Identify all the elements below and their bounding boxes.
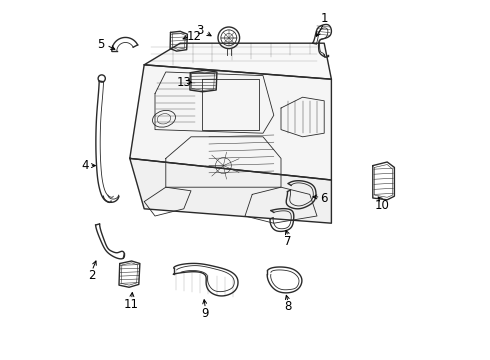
Text: 4: 4 [81, 159, 89, 172]
Text: 5: 5 [98, 39, 105, 51]
Text: 12: 12 [187, 30, 202, 42]
Text: 11: 11 [124, 298, 139, 311]
Text: 6: 6 [320, 192, 328, 204]
Polygon shape [130, 65, 331, 180]
Text: 13: 13 [176, 76, 191, 89]
Text: 1: 1 [320, 12, 328, 24]
Polygon shape [144, 43, 331, 79]
Text: 8: 8 [285, 300, 292, 313]
Text: 2: 2 [88, 269, 96, 282]
Text: 7: 7 [285, 235, 292, 248]
Text: 10: 10 [374, 199, 389, 212]
Text: 9: 9 [202, 307, 209, 320]
Text: 3: 3 [196, 24, 204, 37]
Polygon shape [130, 158, 331, 223]
